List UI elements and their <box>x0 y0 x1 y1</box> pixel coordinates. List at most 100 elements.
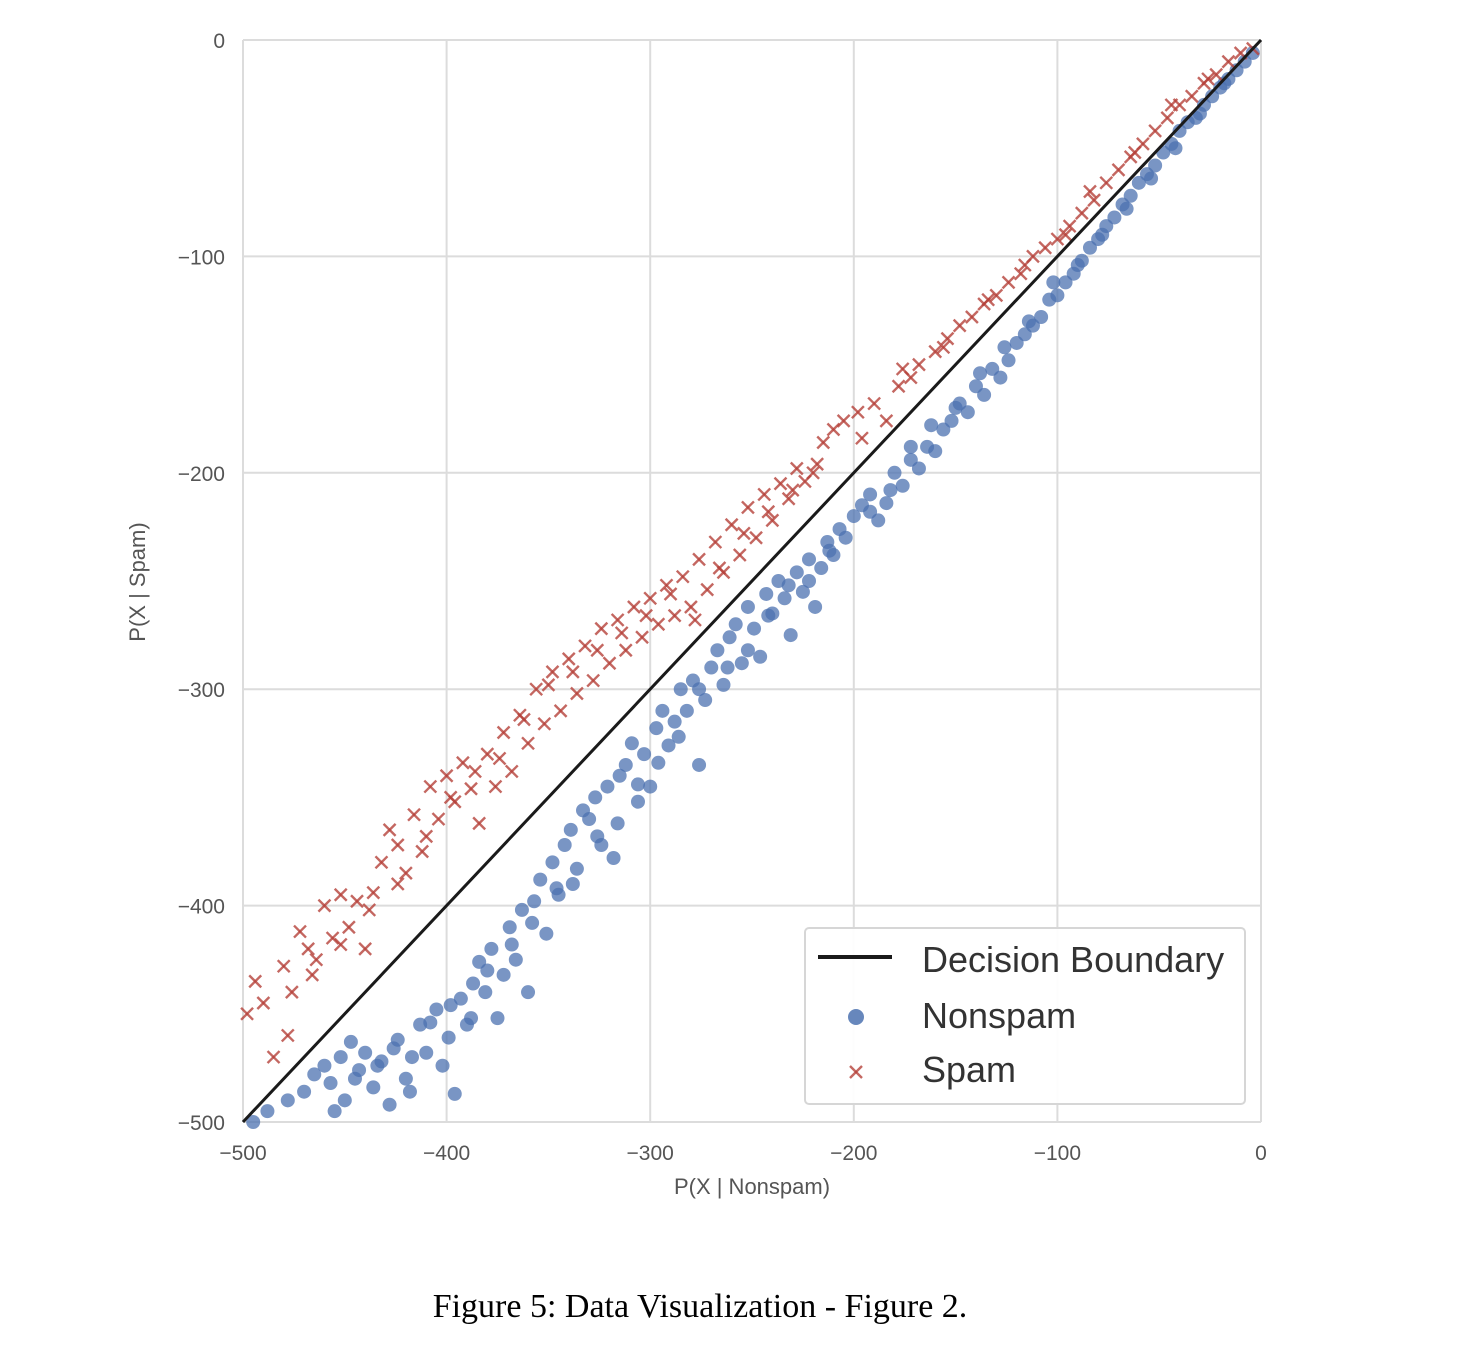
y-tick-label: −200 <box>178 463 225 486</box>
spam-point <box>342 920 356 935</box>
nonspam-point <box>402 1084 417 1099</box>
nonspam-point <box>590 829 605 844</box>
nonspam-point <box>720 660 735 675</box>
nonspam-point <box>478 985 493 1000</box>
spam-point <box>810 457 825 471</box>
spam-point <box>407 807 421 822</box>
spam-point <box>1058 227 1073 242</box>
nonspam-point <box>525 915 540 930</box>
spam-point <box>1017 258 1032 272</box>
nonspam-point <box>1050 288 1065 303</box>
nonspam-point <box>1119 201 1134 216</box>
spam-point <box>431 812 446 826</box>
nonspam-point <box>814 561 829 576</box>
nonspam-point <box>887 465 902 480</box>
nonspam-point <box>337 1093 352 1108</box>
spam-point <box>366 885 381 900</box>
spam-point <box>675 569 690 584</box>
spam-point <box>1201 72 1215 86</box>
spam-point <box>317 898 332 913</box>
spam-point <box>256 996 271 1010</box>
nonspam-point <box>692 757 707 772</box>
nonspam-point <box>618 757 633 772</box>
nonspam-point <box>382 1097 397 1112</box>
spam-point <box>248 974 263 989</box>
spam-point <box>737 526 751 541</box>
spam-point <box>659 578 674 593</box>
spam-point <box>761 504 776 519</box>
nonspam-point <box>447 1086 462 1101</box>
nonspam-point <box>466 976 481 991</box>
spam-point <box>439 768 454 783</box>
spam-point <box>537 716 552 731</box>
spam-point <box>1164 98 1179 112</box>
spam-point <box>541 678 556 692</box>
spam-point <box>639 608 653 623</box>
spam-point <box>529 682 544 697</box>
spam-point <box>1148 124 1162 138</box>
spam-point <box>561 652 576 666</box>
nonspam-point <box>759 586 774 601</box>
nonspam-point <box>514 902 529 917</box>
spam-point <box>594 621 609 636</box>
x-tick-label: −100 <box>1034 1142 1081 1165</box>
spam-point <box>610 613 625 627</box>
nonspam-point <box>753 649 768 664</box>
nonspam-point <box>911 461 926 476</box>
spam-point <box>443 790 458 805</box>
nonspam-point <box>1021 314 1036 329</box>
spam-point <box>333 937 348 952</box>
spam-point <box>891 379 906 394</box>
figure-caption: Figure 5: Data Visualization - Figure 2. <box>432 1288 968 1325</box>
nonspam-point <box>533 872 548 887</box>
nonspam-point <box>1144 171 1159 186</box>
spam-point <box>240 1006 254 1021</box>
nonspam-point <box>333 1050 348 1065</box>
spam-point <box>688 613 702 627</box>
spam-point <box>724 517 739 532</box>
nonspam-point <box>722 630 737 645</box>
x-tick-label: 0 <box>1255 1142 1267 1165</box>
series-spam <box>240 41 1260 1064</box>
nonspam-point <box>435 1058 450 1073</box>
nonspam-point <box>606 850 621 865</box>
nonspam-point <box>1034 309 1049 324</box>
y-tick-label: 0 <box>213 30 225 53</box>
nonspam-point <box>317 1058 332 1073</box>
spam-point <box>293 924 307 939</box>
nonspam-point <box>280 1093 295 1108</box>
nonspam-point <box>781 578 796 593</box>
spam-point <box>468 764 482 779</box>
spam-point <box>867 396 882 411</box>
nonspam-point <box>624 736 639 751</box>
nonspam-point <box>343 1034 358 1049</box>
nonspam-point <box>563 822 578 837</box>
nonspam-point <box>924 418 939 433</box>
nonspam-point <box>651 755 666 770</box>
spam-point <box>667 608 682 623</box>
nonspam-point <box>692 682 707 697</box>
nonspam-point <box>643 779 658 794</box>
spam-point <box>855 431 869 446</box>
spam-point <box>358 942 373 956</box>
y-axis-label: P(X | Spam) <box>125 522 150 641</box>
nonspam-point <box>1001 353 1016 368</box>
spam-point <box>602 656 617 671</box>
nonspam-point <box>637 747 652 762</box>
nonspam-point <box>795 584 810 599</box>
nonspam-point <box>977 387 992 402</box>
spam-point <box>374 855 389 870</box>
legend: Decision Boundary Nonspam Spam <box>804 927 1246 1105</box>
y-tick-label: −300 <box>178 679 225 702</box>
nonspam-point <box>600 779 615 794</box>
spam-point <box>399 866 413 880</box>
spam-point <box>643 591 658 606</box>
spam-point <box>912 357 926 372</box>
spam-point <box>1160 111 1175 125</box>
nonspam-point <box>429 1002 444 1017</box>
nonspam-point <box>612 768 627 783</box>
nonspam-point <box>777 591 792 606</box>
spam-point <box>928 344 943 359</box>
spam-point <box>517 712 531 727</box>
spam-point <box>732 548 747 562</box>
